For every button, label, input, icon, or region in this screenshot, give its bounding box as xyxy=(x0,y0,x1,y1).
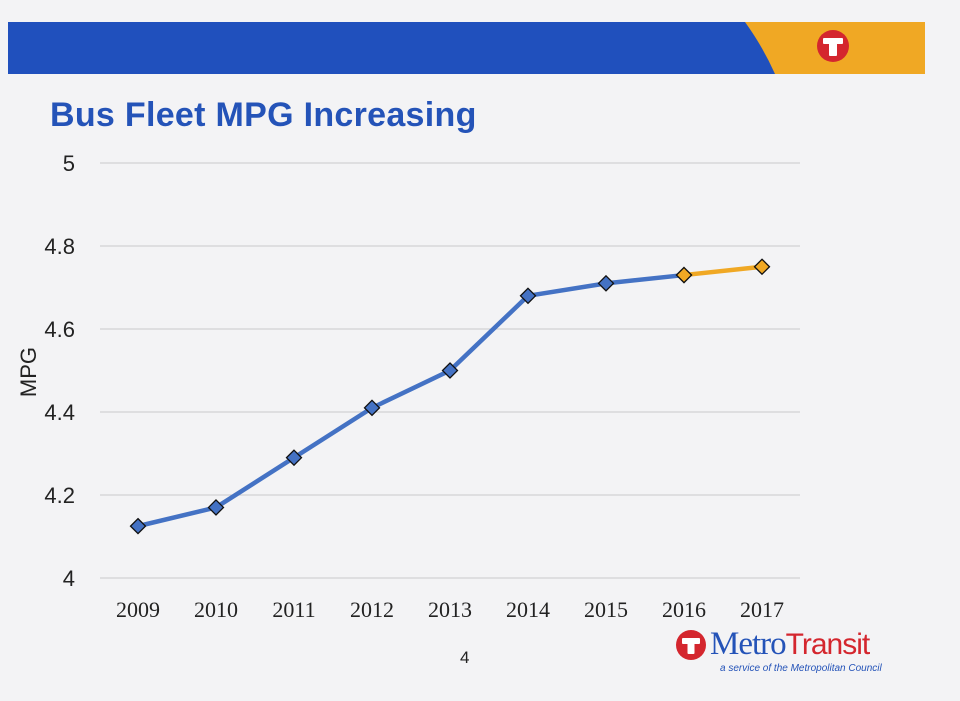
data-point-2011 xyxy=(285,449,303,467)
logo-tagline: a service of the Metropolitan Council xyxy=(720,663,882,674)
metro-transit-t-icon xyxy=(817,30,849,62)
data-point-2017 xyxy=(753,258,771,276)
x-tick-label: 2012 xyxy=(350,597,394,622)
logo-transit: Transit xyxy=(785,628,871,661)
data-point-2016 xyxy=(675,266,693,284)
y-tick-label: 4 xyxy=(63,566,75,591)
metro-transit-t-icon xyxy=(676,630,706,660)
x-tick-label: 2009 xyxy=(116,597,160,622)
x-tick-label: 2011 xyxy=(272,597,315,622)
y-tick-label: 4.8 xyxy=(44,234,75,259)
y-axis-label: MPG xyxy=(16,347,41,397)
y-tick-label: 5 xyxy=(63,151,75,176)
y-tick-label: 4.6 xyxy=(44,317,75,342)
data-point-2014 xyxy=(519,287,537,305)
page-number: 4 xyxy=(460,648,470,667)
x-tick-label: 2015 xyxy=(584,597,628,622)
x-tick-label: 2014 xyxy=(506,597,550,622)
y-tick-label: 4.2 xyxy=(44,483,75,508)
chart-title: Bus Fleet MPG Increasing xyxy=(50,96,477,134)
data-point-2015 xyxy=(597,274,615,292)
x-tick-label: 2013 xyxy=(428,597,472,622)
series-line-projected xyxy=(683,264,763,278)
data-point-2012 xyxy=(363,399,381,417)
y-tick-label: 4.4 xyxy=(44,400,75,425)
data-point-2010 xyxy=(207,499,225,516)
series-line-actual xyxy=(137,272,685,529)
header-banner xyxy=(8,22,925,74)
x-tick-label: 2017 xyxy=(740,597,784,622)
metro-transit-logo: MetroTransit a service of the Metropolit… xyxy=(676,626,896,678)
data-point-2013 xyxy=(441,362,459,379)
logo-metro: Metro xyxy=(710,626,787,662)
x-tick-label: 2016 xyxy=(662,597,706,622)
data-point-2009 xyxy=(129,517,147,535)
x-tick-label: 2010 xyxy=(194,597,238,622)
